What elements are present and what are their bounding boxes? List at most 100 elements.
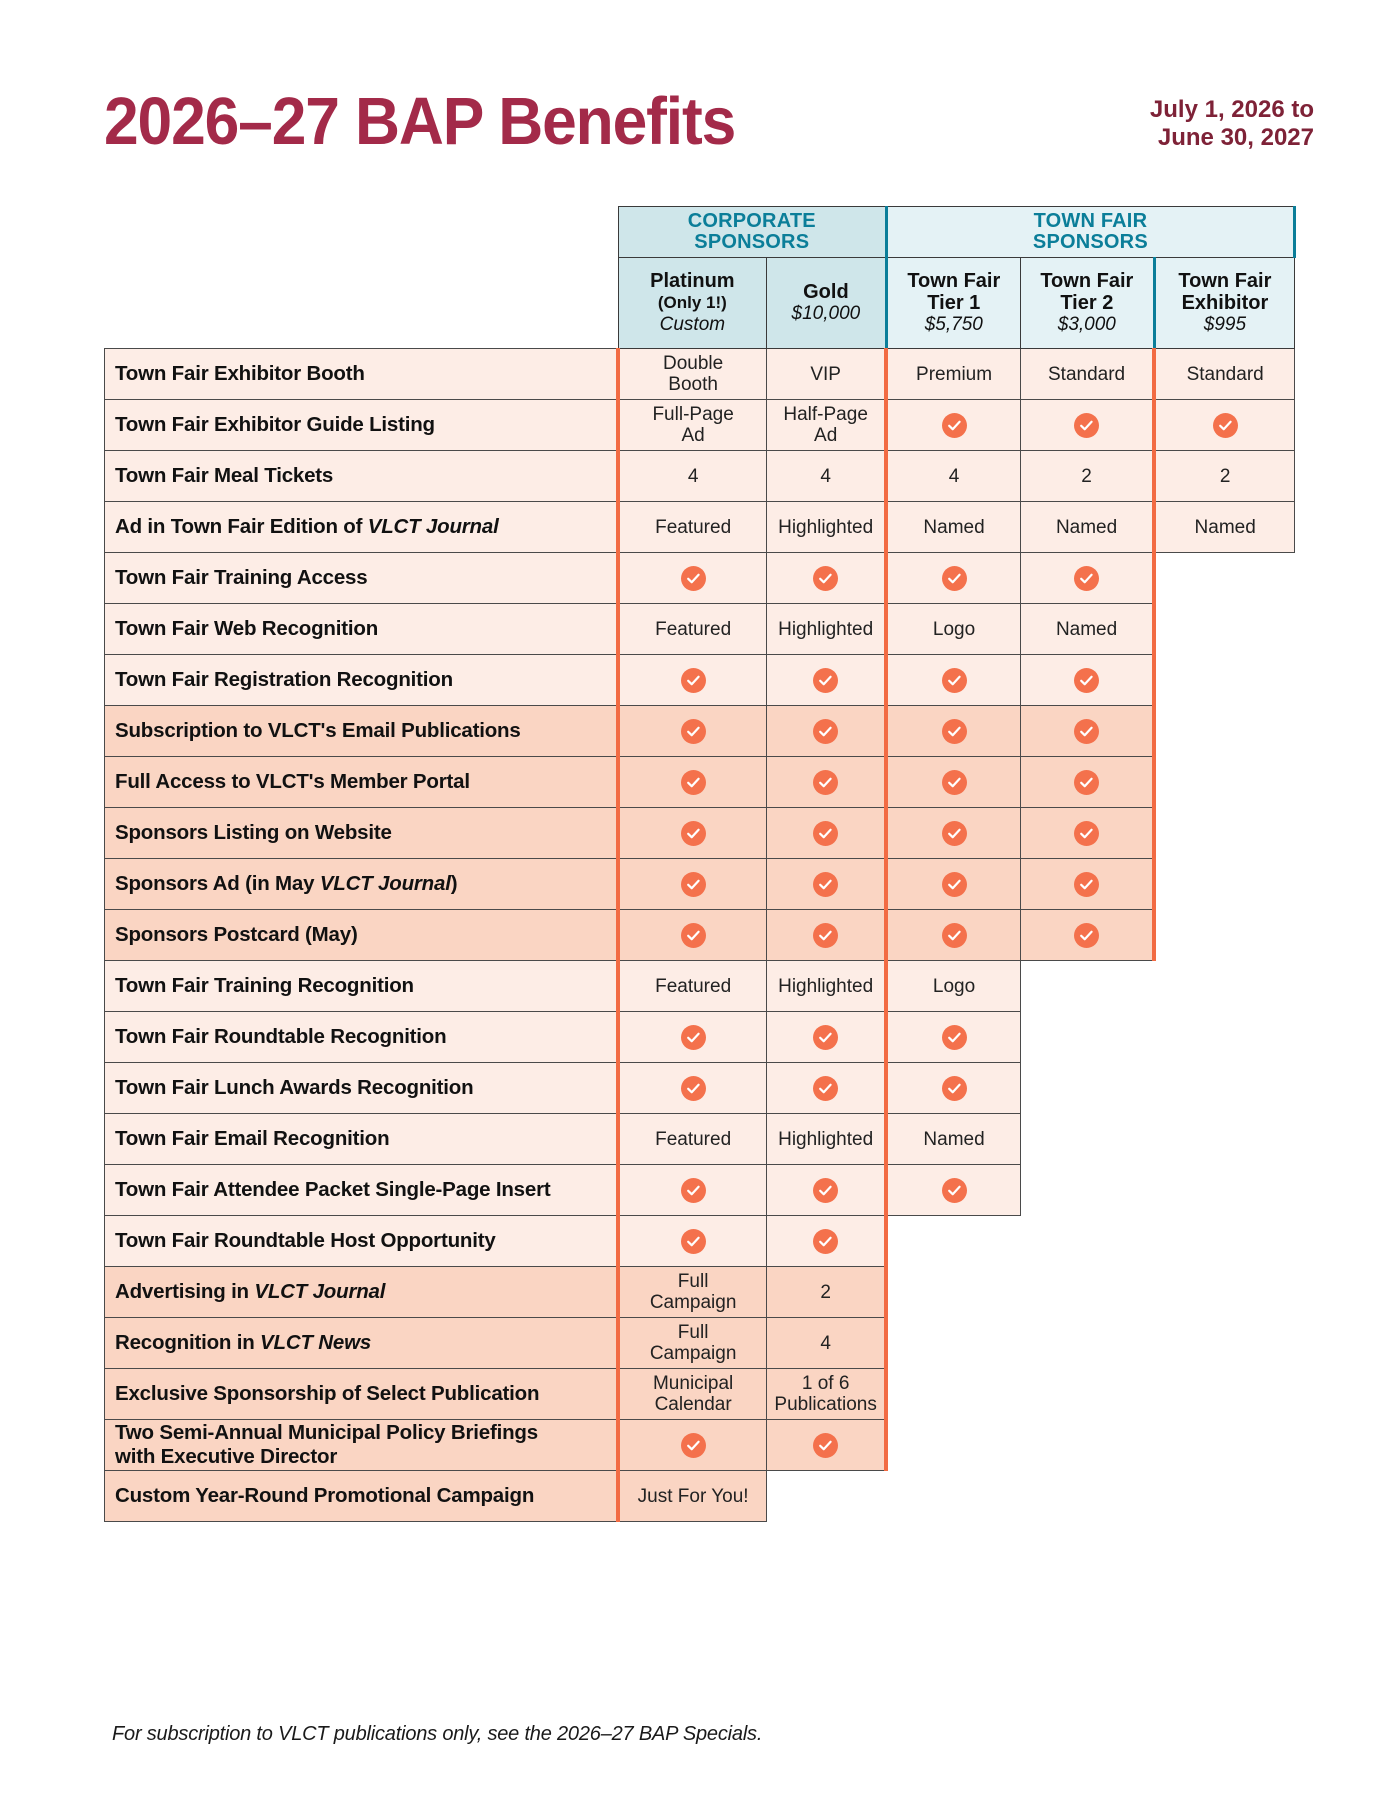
benefits-table-wrap: CORPORATE SPONSORS TOWN FAIR SPONSORS Plat… xyxy=(104,206,1297,1522)
benefit-included-cell xyxy=(616,1419,767,1471)
footnote: For subscription to VLCT publications on… xyxy=(112,1723,763,1745)
check-icon xyxy=(813,1075,839,1101)
table-row: Sponsors Listing on Website xyxy=(104,807,1295,859)
benefit-value-cell: Highlighted xyxy=(765,960,889,1012)
table-row: Town Fair Registration Recognition xyxy=(104,654,1295,706)
benefit-included-cell xyxy=(1019,654,1157,706)
empty-cell xyxy=(1154,1113,1295,1165)
benefit-included-cell xyxy=(885,807,1021,859)
empty-cell xyxy=(1020,1164,1155,1216)
benefit-name: Town Fair Roundtable Host Opportunity xyxy=(104,1215,619,1267)
table-row: Town Fair Meal Tickets 4 4 4 2 2 xyxy=(104,450,1296,502)
empty-cell xyxy=(1154,1266,1295,1318)
empty-cell xyxy=(886,1215,1021,1267)
benefit-value-cell: Municipal Calendar xyxy=(616,1368,767,1420)
benefit-name: Town Fair Email Recognition xyxy=(104,1113,619,1165)
benefit-value-cell: Named xyxy=(1153,501,1296,553)
check-icon xyxy=(1074,565,1100,591)
tier-header-gold: Gold $10,000 xyxy=(765,257,888,349)
benefit-name: Subscription to VLCT's Email Publication… xyxy=(104,705,619,757)
check-icon xyxy=(1074,820,1100,846)
check-icon xyxy=(941,871,967,897)
check-icon xyxy=(813,1432,839,1458)
benefit-value-cell: Highlighted xyxy=(765,501,889,553)
benefit-value-cell: Featured xyxy=(616,501,767,553)
check-icon xyxy=(1074,871,1100,897)
tier-price: $3,000 xyxy=(1057,314,1116,335)
benefit-name: Sponsors Listing on Website xyxy=(104,807,619,859)
benefit-included-cell xyxy=(616,705,767,757)
benefit-included-cell xyxy=(616,807,767,859)
check-icon xyxy=(1074,667,1100,693)
benefit-value-cell: Highlighted xyxy=(765,603,889,655)
table-head: CORPORATE SPONSORS TOWN FAIR SPONSORS Plat… xyxy=(104,206,1297,349)
benefit-value-cell: Named xyxy=(885,501,1021,553)
benefit-included-cell xyxy=(765,1062,889,1114)
benefit-value-cell: Named xyxy=(1019,501,1157,553)
benefit-name: Recognition in VLCT News xyxy=(104,1317,619,1369)
table-row: Full Access to VLCT's Member Portal xyxy=(104,756,1295,808)
empty-cell xyxy=(886,1470,1021,1522)
benefit-included-cell xyxy=(765,909,889,961)
empty-cell xyxy=(1154,1062,1295,1114)
group-header-corporate: CORPORATE SPONSORS xyxy=(617,206,888,258)
benefit-included-cell xyxy=(1019,807,1157,859)
benefit-name: Full Access to VLCT's Member Portal xyxy=(104,756,619,808)
group-header-row: CORPORATE SPONSORS TOWN FAIR SPONSORS xyxy=(104,206,1297,258)
empty-cell xyxy=(1020,1011,1155,1063)
benefit-included-cell xyxy=(616,1011,767,1063)
benefit-name: Custom Year-Round Promotional Campaign xyxy=(104,1470,619,1522)
table-row: Exclusive Sponsorship of Select Publicat… xyxy=(104,1368,1295,1420)
check-icon xyxy=(680,1075,706,1101)
check-icon xyxy=(1074,718,1100,744)
benefit-name: Exclusive Sponsorship of Select Publicat… xyxy=(104,1368,619,1420)
benefit-included-cell xyxy=(616,1062,767,1114)
benefit-value-cell: VIP xyxy=(765,348,889,400)
benefit-value-cell: Full-Page Ad xyxy=(616,399,767,451)
check-icon xyxy=(680,1177,706,1203)
benefit-value-cell: Logo xyxy=(885,960,1021,1012)
check-icon xyxy=(680,667,706,693)
benefit-included-cell xyxy=(885,552,1021,604)
tier-price: $5,750 xyxy=(924,314,983,335)
page-title: 2026–27 BAP Benefits xyxy=(104,84,736,159)
benefit-value-cell: Logo xyxy=(885,603,1021,655)
benefit-included-cell xyxy=(1019,552,1157,604)
benefit-included-cell xyxy=(1019,705,1157,757)
empty-cell xyxy=(1154,705,1295,757)
benefit-included-cell xyxy=(765,1164,889,1216)
benefit-value-cell: Standard xyxy=(1019,348,1157,400)
empty-cell xyxy=(1154,1419,1295,1471)
tier-name: Town Fair Tier 1 xyxy=(907,270,1001,314)
tier-name: Town Fair Tier 2 xyxy=(1040,270,1134,314)
empty-cell xyxy=(886,1368,1021,1420)
benefit-included-cell xyxy=(885,858,1021,910)
tier-price: $10,000 xyxy=(791,303,861,324)
empty-cell xyxy=(766,1470,887,1522)
benefit-included-cell xyxy=(765,1419,889,1471)
benefit-value-cell: Named xyxy=(885,1113,1021,1165)
empty-cell xyxy=(1154,1011,1295,1063)
tier-header-town-fair-exhibitor: Town Fair Exhibitor $995 xyxy=(1153,257,1296,349)
benefit-included-cell xyxy=(885,654,1021,706)
benefit-name: Town Fair Meal Tickets xyxy=(104,450,619,502)
empty-cell xyxy=(1020,1215,1155,1267)
check-icon xyxy=(1074,922,1100,948)
check-icon xyxy=(941,769,967,795)
empty-cell xyxy=(1020,1113,1155,1165)
empty-cell xyxy=(1020,1368,1155,1420)
benefit-included-cell xyxy=(1019,858,1157,910)
check-icon xyxy=(941,820,967,846)
benefit-name: Sponsors Postcard (May) xyxy=(104,909,619,961)
benefit-name: Town Fair Exhibitor Booth xyxy=(104,348,619,400)
benefit-included-cell xyxy=(765,654,889,706)
check-icon xyxy=(813,820,839,846)
benefit-value-cell: Featured xyxy=(616,1113,767,1165)
benefit-included-cell xyxy=(885,1164,1021,1216)
benefit-value-cell: Just For You! xyxy=(616,1470,767,1522)
empty-cell xyxy=(1154,1164,1295,1216)
benefit-name: Town Fair Lunch Awards Recognition xyxy=(104,1062,619,1114)
check-icon xyxy=(941,1024,967,1050)
benefit-included-cell xyxy=(765,807,889,859)
table-row: Town Fair Lunch Awards Recognition xyxy=(104,1062,1295,1114)
